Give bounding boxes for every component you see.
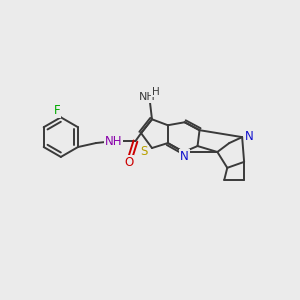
Text: H: H bbox=[152, 86, 160, 97]
Text: NH: NH bbox=[105, 135, 122, 148]
Text: N: N bbox=[245, 130, 254, 142]
Text: S: S bbox=[140, 146, 148, 158]
Text: N: N bbox=[180, 150, 189, 164]
Text: F: F bbox=[54, 104, 60, 117]
Text: NH: NH bbox=[139, 92, 155, 103]
Text: O: O bbox=[124, 156, 133, 170]
